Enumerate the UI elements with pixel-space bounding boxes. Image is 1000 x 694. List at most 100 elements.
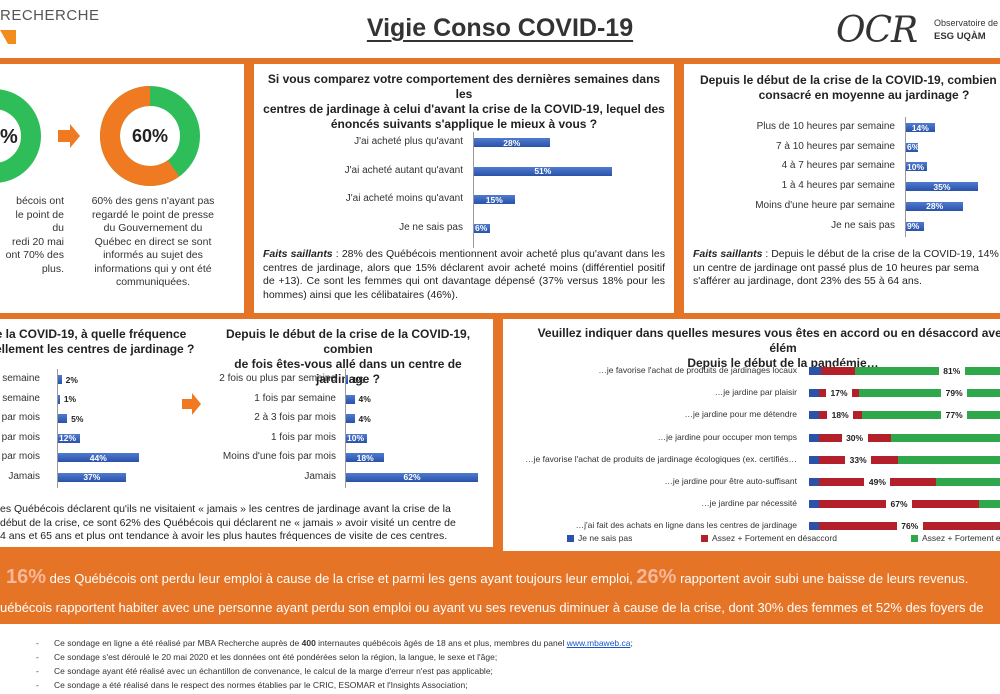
bar [346,472,479,482]
stacked-bar-segment [821,367,855,375]
panel-temps-faits: Faits saillants : Depuis le début de la … [693,248,1000,289]
stacked-bar-segment [809,389,819,398]
note-3: - Ce sondage ayant été réalisé avec un éc… [36,666,493,676]
bar-value-label: 35% [933,181,951,192]
bar-value-label: 9% [907,221,920,231]
stacked-value-label: 67% [886,499,912,510]
bottom-stat-foyer: uébécois rapportent habiter avec une per… [0,600,984,615]
bar [346,414,355,423]
bar-category-label: par mois [1,412,40,423]
bar-category-label: Plus de 10 heures par semaine [756,121,895,132]
stacked-bar-segment [854,367,1000,375]
brand-logo-icon [0,30,16,44]
stacked-category-label: …je jardine pour être auto-suffisant [664,476,797,486]
note-dash: - [36,652,39,662]
methodology-notes: - Ce sondage en ligne a été réalisé par M… [0,628,1000,694]
bar [346,433,368,443]
mbaweb-link[interactable]: www.mbaweb.ca [566,638,631,648]
legend-label-desaccord: Assez + Fortement en désaccord [712,533,837,543]
stacked-bar-segment [809,433,819,442]
bar [346,453,385,462]
bar-value-label: 51% [534,166,552,176]
bar-category-label: semaine [2,392,40,404]
bar [906,201,964,211]
ocr-logo-institution: ESG UQÀM [934,31,986,42]
bar-category-label: par mois [1,431,40,443]
stacked-value-label: 30% [841,432,868,443]
stacked-value-label: 81% [938,366,965,376]
panel-accord-title: Veuillez indiquer dans quelles mesures v… [523,326,1000,371]
panel-frequence-title-left-line: uellement les centres de jardinage ? [0,342,195,356]
bar-value-label: 5% [71,413,84,424]
legend-swatch-accord [911,535,918,543]
stacked-bar-segment [979,500,1000,509]
bar [346,375,349,384]
note-1-count: 400 [301,638,316,648]
stacked-bar-segment [890,433,1000,442]
panel-accord: Veuillez indiquer dans quelles mesures v… [503,319,1000,551]
note-2: - Ce sondage s'est déroulé le 20 mai 2020… [36,652,497,662]
note-dash: - [36,666,39,676]
chart-axis [345,369,346,488]
page-title-text: Vigie Conso COVID-19 [366,14,634,42]
donut-right-segment [100,86,180,186]
legend-swatch-desaccord [701,535,708,543]
bar-category-label: Jamais [304,470,336,482]
bar-category-label: 2 fois ou plus par semaine [219,373,336,384]
bar-value-label: 6% [475,223,488,233]
bar [474,166,612,176]
stacked-value-label: 79% [941,388,968,399]
stacked-category-label: …je jardine par nécessité [701,498,797,509]
bar [906,221,925,231]
header: RECHERCHE Vigie Conso COVID-19 OCR Obser… [0,0,1000,58]
bar [58,414,68,423]
stacked-value-label: 18% [827,410,854,421]
stacked-bar-segment [897,455,1000,464]
bar [906,123,935,132]
bar-value-label: 28% [503,137,521,148]
bar [906,162,927,172]
bar [346,394,355,404]
bar-value-label: 10% [907,161,925,172]
note-1: - Ce sondage en ligne a été réalisé par M… [36,638,633,648]
bar-category-label: 4 à 7 heures par semaine [781,160,895,172]
bar-category-label: Moins d'une fois par mois [222,451,336,462]
bar-value-label: 28% [926,201,944,212]
note-2-text: Ce sondage s'est déroulé le 20 mai 2020 … [54,652,498,662]
panel-frequence-title-right-line: Depuis le début de la crise de la COVID-… [225,327,471,356]
panel-temps-faits-line: un centre de jardinage ont passé plus de… [693,261,980,274]
donut-left-ring [0,89,41,183]
stacked-value-label: 77% [941,410,968,421]
stacked-category-label: …j'ai fait des achats en ligne dans les … [575,520,797,531]
note-1-text-2: internautes québécois âgés de 18 ans et … [315,638,567,648]
stacked-value-label: 17% [826,388,852,399]
note-4-text: Ce sondage a été réalisé dans le respect… [54,680,468,690]
stat-26: 26% [636,566,677,588]
panel-comportement-title-line: énoncés suivants s'applique le mieux à v… [330,117,598,131]
bar [58,433,80,443]
legend-label-accord: Assez + Fortement e [922,533,1000,543]
donut-left-description-line: plus. [41,262,64,275]
donut-right-description-line: du Gouvernement du [103,222,203,234]
bar-value-label: 1% [63,394,77,404]
bar-category-label: J'ai acheté plus qu'avant [354,136,463,147]
stacked-bar-segment [809,500,819,509]
panel-donuts: % 60% bécois ont le point de du redi 20 mai… [0,64,244,313]
panel-temps: Depuis le début de la crise de la COVID-… [684,64,1000,313]
stacked-bar-segment [861,411,1000,420]
panel-temps-title-line: Depuis le début de la crise de la COVID-… [699,73,1000,87]
stacked-bar-segment [809,367,821,375]
bar-value-label: 2% [65,374,78,385]
bar-category-label: Je ne sais pas [399,221,463,233]
donut-right-description-line: informés au sujet des [103,249,203,261]
bar-value-label: 44% [89,452,107,463]
donut-right-description-line: 60% des gens n'ayant pas [91,195,215,207]
legend-item-nsp: Je ne sais pas [567,533,632,543]
bar [474,195,515,204]
chart-axis [57,369,58,488]
legend-item-accord: Assez + Fortement e [911,533,1000,543]
panel-frequence-title-right: Depuis le début de la crise de la COVID-… [206,327,490,387]
stat-line1-mid: des Québécois ont perdu leur emploi à ca… [46,571,637,586]
bar [474,138,550,147]
panel-comportement-title-line: Si vous comparez votre comportement des … [267,72,661,101]
